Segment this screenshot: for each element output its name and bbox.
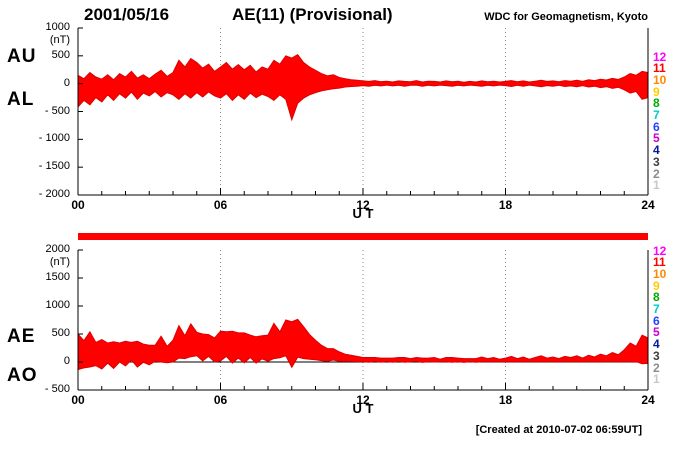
au-axis-label: AU bbox=[7, 46, 37, 67]
ae-ao-y-tick-label: 2000 bbox=[45, 243, 70, 255]
ao-axis-label: AO bbox=[7, 365, 38, 386]
au-al-y-tick-label: - 1500 bbox=[38, 160, 70, 173]
au-al-y-tick-label: 0 bbox=[63, 76, 70, 89]
ae-ao-y-tick-label: 0 bbox=[63, 355, 70, 367]
au-al-x-tick-label: 24 bbox=[641, 198, 655, 212]
au-al-x-tick-label: 18 bbox=[498, 198, 513, 212]
station-number-bottom: 2 bbox=[653, 360, 660, 375]
station-number-top: 11 bbox=[653, 61, 666, 76]
station-number-top: 7 bbox=[653, 108, 660, 122]
plot-title: AE(11) (Provisional) bbox=[232, 5, 393, 24]
station-number-bottom: 7 bbox=[653, 302, 660, 316]
station-number-bottom: 5 bbox=[653, 325, 660, 340]
station-number-bottom: 4 bbox=[653, 337, 660, 352]
station-number-bottom: 9 bbox=[653, 278, 660, 293]
station-number-bottom: 1 bbox=[653, 372, 660, 387]
ae-ao-y-tick-label: 500 bbox=[51, 327, 70, 339]
ae-ao-x-tick-label: 00 bbox=[71, 393, 85, 407]
data-center-credit: WDC for Geomagnetism, Kyoto bbox=[484, 11, 648, 23]
au-al-x-tick-label: 12 bbox=[356, 198, 370, 212]
ae-ao-x-tick-label: 24 bbox=[641, 393, 655, 407]
ae-ao-y-tick-label: - 500 bbox=[44, 383, 70, 395]
ae-ao-y-tick-label: 1500 bbox=[45, 271, 70, 283]
created-timestamp: [Created at 2010-07-02 06:59UT] bbox=[475, 424, 642, 436]
ae-ao-y-tick-label: 1000 bbox=[45, 299, 70, 311]
station-number-top: 3 bbox=[653, 154, 660, 169]
station-number-bottom: 3 bbox=[653, 348, 660, 363]
unit-label-bottom: (nT) bbox=[49, 256, 70, 268]
ae-ao-x-tick-label: 06 bbox=[213, 393, 228, 407]
ae-ao-x-tick-label: 18 bbox=[498, 393, 513, 407]
station-number-bottom: 12 bbox=[653, 243, 667, 258]
au-al-y-tick-label: 1000 bbox=[45, 21, 70, 33]
station-number-top: 6 bbox=[653, 119, 660, 134]
al-axis-label: AL bbox=[7, 89, 35, 110]
station-number-top: 8 bbox=[653, 96, 660, 111]
station-number-bottom: 8 bbox=[653, 290, 660, 305]
plot-date: 2001/05/16 bbox=[84, 5, 170, 24]
ae-axis-label: AE bbox=[7, 326, 36, 347]
station-number-top: 10 bbox=[653, 72, 667, 87]
ut-label-bottom: U T bbox=[352, 401, 374, 416]
ae-ao-x-tick-label: 12 bbox=[356, 393, 370, 407]
station-number-top: 12 bbox=[653, 49, 667, 64]
station-number-bottom: 11 bbox=[653, 255, 666, 270]
station-number-top: 4 bbox=[653, 143, 660, 158]
au-al-y-tick-label: - 1000 bbox=[38, 132, 70, 145]
au-al-x-tick-label: 00 bbox=[71, 198, 85, 212]
station-number-bottom: 6 bbox=[653, 313, 660, 328]
ut-label-top: U T bbox=[352, 206, 374, 221]
station-number-top: 9 bbox=[653, 84, 660, 99]
station-number-top: 1 bbox=[653, 178, 660, 193]
au-al-y-tick-label: - 2000 bbox=[38, 188, 70, 200]
station-number-bottom: 10 bbox=[653, 266, 667, 281]
au-al-y-tick-label: - 500 bbox=[44, 104, 70, 117]
unit-label-top: (nT) bbox=[49, 34, 70, 46]
station-number-top: 2 bbox=[653, 166, 660, 181]
au-al-x-tick-label: 06 bbox=[213, 198, 228, 212]
station-number-top: 5 bbox=[653, 131, 660, 146]
au-al-y-tick-label: 500 bbox=[51, 48, 70, 61]
station-availability-bar bbox=[78, 233, 648, 240]
